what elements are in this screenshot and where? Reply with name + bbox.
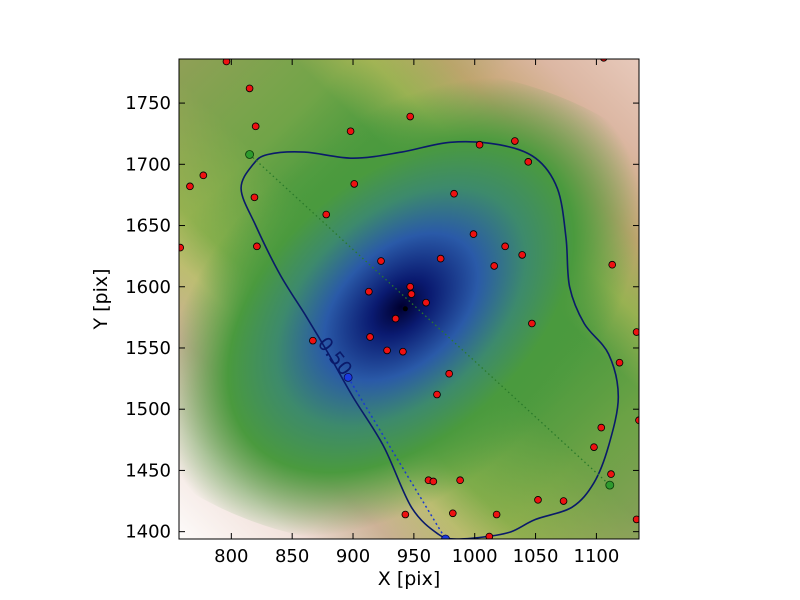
scatter-point [485, 532, 494, 539]
scatter-point [469, 230, 478, 238]
scatter-point [511, 137, 519, 145]
y-tick-label: 1700 [125, 154, 171, 175]
scatter-point [607, 470, 615, 478]
scatter-point [429, 477, 438, 486]
scatter-point [350, 180, 359, 188]
scatter-point [436, 254, 445, 263]
scatter-point [250, 193, 259, 202]
major-axis-endpoint [245, 150, 254, 159]
y-tick-label: 1750 [125, 93, 171, 114]
scatter-point [490, 262, 498, 270]
y-tick-label: 1500 [125, 399, 171, 420]
y-tick-label: 1550 [125, 338, 171, 359]
x-tick-label: 900 [336, 546, 370, 567]
scatter-point [322, 210, 331, 219]
scatter-point [422, 298, 430, 307]
scatter-point [407, 290, 416, 298]
x-tick-label: 850 [275, 546, 309, 567]
y-axis-title: Y [pix] [90, 268, 112, 330]
density-core [179, 67, 639, 539]
scatter-point [501, 242, 509, 251]
x-tick-label: 1000 [452, 546, 498, 567]
scatter-point [251, 122, 260, 131]
scatter-point [456, 476, 464, 485]
density-center [402, 306, 408, 312]
scatter-point [518, 251, 526, 259]
scatter-point [401, 510, 410, 519]
scatter-point [309, 336, 317, 345]
scatter-point [222, 59, 231, 66]
scatter-point [615, 358, 624, 367]
scatter-point [449, 509, 457, 518]
scatter-point [433, 390, 441, 399]
minor-axis-endpoint [441, 534, 450, 539]
contour-line [240, 140, 620, 539]
scatter-point [559, 497, 568, 505]
scatter-point [600, 59, 608, 62]
scatter-points [179, 59, 639, 539]
plot-area: 0.50 [179, 59, 639, 539]
scatter-point [179, 243, 185, 252]
y-tick-label: 1450 [125, 460, 171, 481]
y-tick-label: 1400 [125, 522, 171, 543]
minor-axis-line [347, 376, 447, 539]
scatter-point [597, 423, 606, 432]
scatter-point [199, 171, 208, 180]
scatter-point [632, 515, 639, 524]
axis-endpoints [245, 150, 615, 539]
axis-ticks: 800 850 900 950 1000 1050 1100 1400 1450 1500 1550… [125, 59, 639, 567]
scatter-point [534, 496, 542, 504]
scatter-point [391, 314, 400, 323]
scatter-point [245, 84, 254, 93]
x-tick-label: 800 [214, 546, 248, 567]
scatter-point [632, 328, 639, 336]
scatter-point [186, 182, 194, 191]
scatter-point [383, 346, 391, 355]
scatter-point [524, 158, 533, 166]
scatter-point [608, 260, 617, 269]
x-axis-title: X [pix] [378, 568, 440, 590]
x-tick-label: 1050 [513, 546, 559, 567]
major-axis-line [249, 154, 611, 486]
major-axis-endpoint [605, 480, 615, 490]
scatter-point [445, 369, 453, 378]
scatter-point [346, 127, 355, 136]
scatter-point [253, 242, 261, 251]
x-tick-label: 950 [397, 546, 431, 567]
scatter-point [590, 443, 598, 451]
scatter-point [528, 319, 536, 328]
scatter-point [365, 287, 373, 296]
y-tick-label: 1650 [125, 216, 171, 237]
scatter-point [450, 189, 458, 198]
y-tick-label: 1600 [125, 277, 171, 298]
scatter-point [406, 282, 415, 291]
scatter-point [366, 333, 374, 341]
x-tick-label: 1100 [574, 546, 620, 567]
scatter-point [406, 112, 415, 121]
minor-axis-endpoint [343, 372, 353, 382]
plot-frame [178, 58, 640, 540]
scatter-point [399, 347, 407, 356]
scatter-point [475, 140, 484, 149]
scatter-point [492, 510, 501, 519]
scatter-point [377, 257, 385, 265]
